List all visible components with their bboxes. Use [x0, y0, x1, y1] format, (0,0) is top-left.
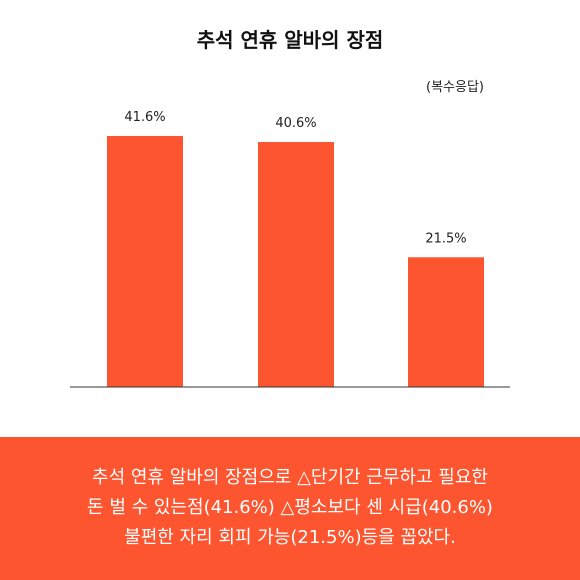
- caption-line-2: 돈 벌 수 있는점(41.6%) △평소보다 센 시급(40.6%): [87, 497, 493, 518]
- bar-chart: 41.6% 40.6% 21.5%: [70, 110, 510, 388]
- caption-panel: 추석 연휴 알바의 장점으로 △단기간 근무하고 필요한 돈 벌 수 있는점(4…: [0, 437, 580, 580]
- chart-title: 추석 연휴 알바의 장점: [196, 28, 384, 52]
- chart-panel: 추석 연휴 알바의 장점 (복수응답) 41.6% 40.6% 21.5%: [70, 28, 510, 388]
- bar-1: [107, 136, 183, 387]
- caption-line-1: 추석 연휴 알바의 장점으로 △단기간 근무하고 필요한: [92, 467, 488, 488]
- bar-2: [258, 142, 334, 387]
- data-label-1: 41.6%: [124, 110, 165, 125]
- caption-line-3: 불편한 자리 회피 가능(21.5%)등을 꼽았다.: [124, 527, 456, 548]
- bar-3: [408, 257, 484, 387]
- data-label-3: 21.5%: [425, 231, 466, 246]
- data-label-2: 40.6%: [275, 116, 316, 131]
- multiple-response-note: (복수응답): [426, 80, 484, 95]
